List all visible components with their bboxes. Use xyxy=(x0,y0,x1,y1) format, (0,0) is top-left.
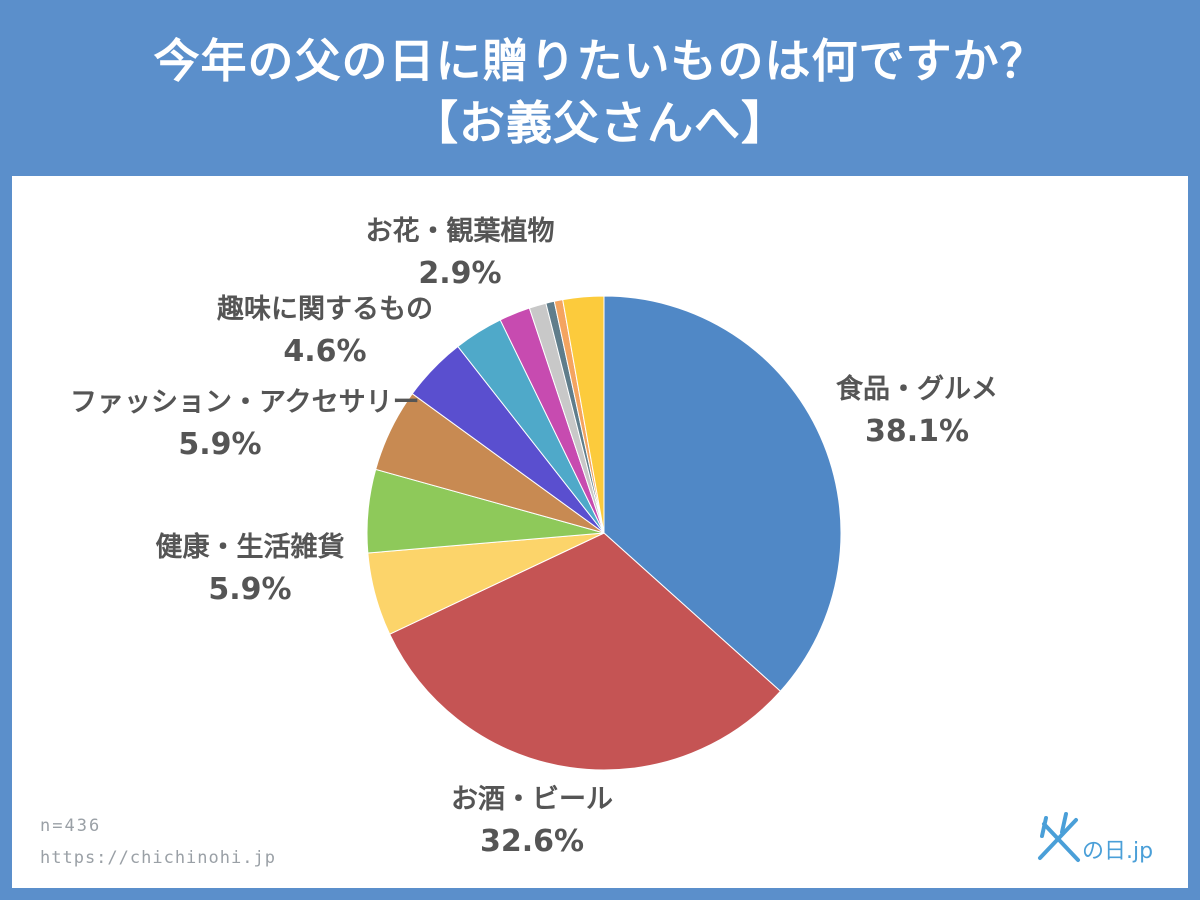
label-flowers-value: 2.9% xyxy=(418,256,502,291)
label-fashion-value: 5.9% xyxy=(178,427,262,462)
label-health-name: 健康・生活雑貨 xyxy=(155,532,345,563)
pie-chart xyxy=(366,295,842,771)
chart-title: 今年の父の日に贈りたいものは何ですか？ 【お義父さんへ】 xyxy=(0,30,1200,154)
logo-icon xyxy=(1038,812,1080,862)
label-food: 食品・グルメ 38.1% xyxy=(817,370,1017,454)
label-hobby: 趣味に関するもの 4.6% xyxy=(195,290,455,374)
label-alcohol-value: 32.6% xyxy=(479,824,585,859)
label-alcohol: お酒・ビール 32.6% xyxy=(432,780,632,864)
logo-text: の日.jp xyxy=(1082,839,1153,864)
label-hobby-name: 趣味に関するもの xyxy=(217,294,433,325)
chart-panel: 食品・グルメ 38.1% お酒・ビール 32.6% 健康・生活雑貨 5.9% フ… xyxy=(12,176,1188,888)
label-health-value: 5.9% xyxy=(208,572,292,607)
label-flowers: お花・観葉植物 2.9% xyxy=(340,212,580,296)
pie-slice-0 xyxy=(603,295,842,692)
title-line-2: 【お義父さんへ】 xyxy=(412,96,788,150)
label-flowers-name: お花・観葉植物 xyxy=(365,216,555,247)
label-health: 健康・生活雑貨 5.9% xyxy=(130,528,370,612)
pie-slice-11 xyxy=(562,295,605,534)
label-fashion: ファッション・アクセサリー 5.9% xyxy=(70,383,420,467)
sample-size: n=436 xyxy=(40,816,102,836)
label-fashion-name: ファッション・アクセサリー xyxy=(70,387,420,418)
label-food-value: 38.1% xyxy=(864,414,970,449)
label-hobby-value: 4.6% xyxy=(283,334,367,369)
label-food-name: 食品・グルメ xyxy=(836,374,998,405)
chichinohi-logo: の日.jp xyxy=(1038,812,1153,864)
pie-slice-1 xyxy=(389,532,782,771)
label-alcohol-name: お酒・ビール xyxy=(451,784,613,815)
source-url: https://chichinohi.jp xyxy=(40,848,276,868)
title-line-1: 今年の父の日に贈りたいものは何ですか？ xyxy=(153,34,1047,88)
